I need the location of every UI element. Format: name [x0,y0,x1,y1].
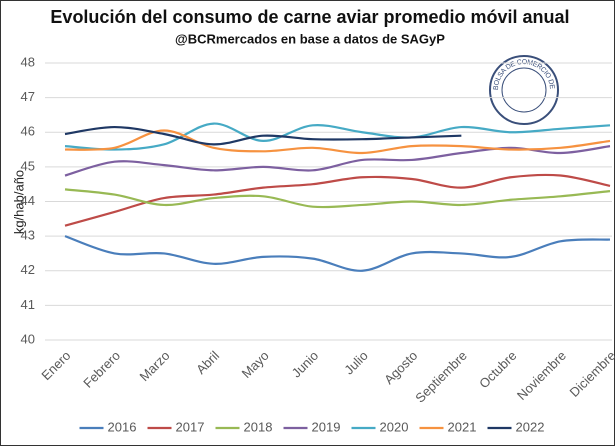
legend-label: 2017 [176,419,205,434]
legend-label: 2021 [448,419,477,434]
y-tick-label: 42 [21,262,35,277]
series-line [64,125,462,146]
y-tick-label: 45 [21,158,35,173]
y-tick-label: 41 [21,297,35,312]
y-tick-label: 48 [21,54,35,69]
series-line [64,235,611,272]
y-tick-label: 44 [21,193,35,208]
series-line [64,129,611,155]
y-tick-label: 40 [21,331,35,346]
chart-subtitle: @BCRmercados en base a datos de SAGyP [175,31,445,46]
y-tick-label: 43 [21,228,35,243]
legend-label: 2020 [380,419,409,434]
logo-ring [489,55,559,125]
logo-inner [501,67,547,113]
chart-title: Evolución del consumo de carne aviar pro… [50,7,569,27]
series-line [64,145,611,177]
legend-label: 2016 [108,419,137,434]
series-line [64,173,611,227]
legend-label: 2018 [244,419,273,434]
series-line [64,188,611,209]
series-line [64,122,611,151]
y-axis-label: kg/hab/año [11,170,26,234]
y-tick-label: 47 [21,89,35,104]
y-tick-label: 46 [21,124,35,139]
legend-label: 2019 [312,419,341,434]
legend-label: 2022 [516,419,545,434]
